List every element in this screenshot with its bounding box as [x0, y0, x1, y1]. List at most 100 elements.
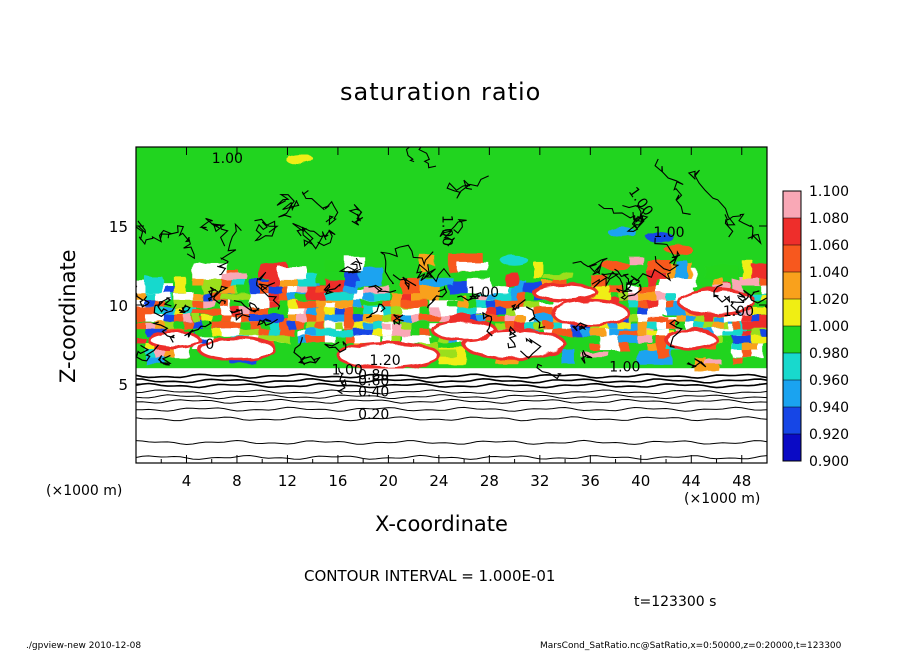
contour-line: [136, 285, 150, 308]
contour-line: [136, 344, 159, 362]
contour-line: [669, 319, 683, 348]
field-cell: [353, 296, 362, 308]
colorbar-swatch: [783, 434, 801, 461]
field-cell: [240, 313, 255, 322]
field-cell: [173, 299, 200, 308]
field-cell: [694, 357, 706, 372]
field-cell: [533, 261, 543, 279]
field-cell: [192, 271, 204, 287]
contour-line: [749, 290, 767, 310]
x-tick-label: 36: [581, 472, 600, 490]
colorbar-label: 1.040: [809, 265, 849, 281]
contour-line: [136, 394, 767, 400]
colorbar-label: 1.060: [809, 238, 849, 254]
field-cell: [732, 331, 763, 343]
contour-line: [254, 218, 279, 242]
contour-line: [654, 237, 681, 272]
contour-line: [348, 204, 364, 226]
contour-line: [217, 222, 242, 276]
contour-line: [233, 300, 260, 313]
field-cell: [741, 329, 752, 336]
contour-line: [713, 283, 731, 304]
field-cell: [524, 312, 540, 322]
colorbar-swatch: [783, 353, 801, 380]
contour-line: [737, 289, 752, 301]
field-cell: [410, 303, 429, 315]
field-cell: [287, 305, 305, 315]
contour-line: [136, 406, 767, 412]
x-tick-label: 12: [278, 472, 297, 490]
field-cell: [703, 264, 738, 279]
field-cell: [448, 313, 471, 322]
contour-line: [178, 304, 191, 314]
x-unit-label: (×1000 m): [684, 491, 761, 507]
contour-line: [136, 398, 767, 404]
contour-lines: [136, 147, 767, 460]
colorbar-label: 0.940: [809, 400, 849, 416]
field-cell: [580, 352, 610, 358]
contour-labels: 1.001.001.001.001.001.001.001.001.200.80…: [205, 151, 754, 423]
contour-line: [572, 257, 608, 276]
x-tick-label: 48: [732, 472, 751, 490]
contour-line: [229, 308, 251, 321]
x-tick-label: 4: [182, 472, 192, 490]
field-cell: [457, 262, 489, 272]
x-tick-label: 28: [480, 472, 499, 490]
field-cell: [618, 330, 641, 336]
contour-line: [199, 217, 229, 247]
field-cell: [259, 301, 271, 308]
field-cell: [618, 336, 629, 351]
field-cell: [533, 312, 558, 322]
field-cell: [552, 277, 567, 287]
field-cell: [287, 315, 296, 329]
field-cell: [372, 290, 387, 301]
field-upper-cell: [601, 260, 630, 271]
field-cell: [334, 322, 343, 329]
contour-line: [519, 337, 542, 359]
contour-line: [136, 454, 767, 460]
field-cell: [751, 307, 760, 322]
field-cell: [760, 294, 767, 301]
x-tick-label: 32: [530, 472, 549, 490]
colorbar-swatch: [783, 245, 801, 272]
contour-line: [392, 314, 404, 326]
contour-line: [687, 169, 736, 238]
field-cell: [363, 286, 391, 294]
field-cell: [344, 281, 357, 294]
field-cell: [628, 271, 639, 279]
field-cell: [202, 296, 216, 308]
field-cell: [741, 348, 752, 358]
field-cell: [173, 291, 202, 301]
field-cell: [628, 275, 660, 287]
colorbar-swatch: [783, 326, 801, 353]
footer-right: MarsCond_SatRatio.nc@SatRatio,x=0:50000,…: [540, 641, 842, 651]
contour-line: [511, 299, 526, 311]
field-cell: [476, 302, 495, 315]
field-cell: [628, 256, 643, 265]
colorbar-swatch: [783, 191, 801, 218]
field-cell: [448, 281, 471, 294]
field-cell: [202, 314, 212, 322]
y-tick-label: 5: [118, 376, 128, 394]
x-tick-label: 44: [682, 472, 701, 490]
colorbar-label: 1.000: [809, 319, 849, 335]
field-cell: [524, 302, 541, 308]
colorbar-swatch: [783, 380, 801, 407]
field-cell: [647, 316, 668, 322]
saturation-field: [136, 147, 767, 463]
contour-label: 1.00: [468, 285, 499, 301]
field-cell: [230, 275, 246, 287]
field-cell: [401, 288, 417, 301]
z-unit-label: (×1000 m): [46, 483, 123, 499]
contour-line: [614, 268, 640, 285]
colorbar-label: 0.900: [809, 454, 849, 470]
field-cell: [628, 303, 645, 315]
field-cell: [760, 316, 767, 322]
field-cell: [164, 307, 173, 315]
contour-line: [136, 373, 767, 379]
contour-interval-label: CONTOUR INTERVAL = 1.000E-01: [304, 567, 556, 585]
field-cell: [296, 301, 324, 308]
x-axis-label: X-coordinate: [375, 512, 508, 536]
